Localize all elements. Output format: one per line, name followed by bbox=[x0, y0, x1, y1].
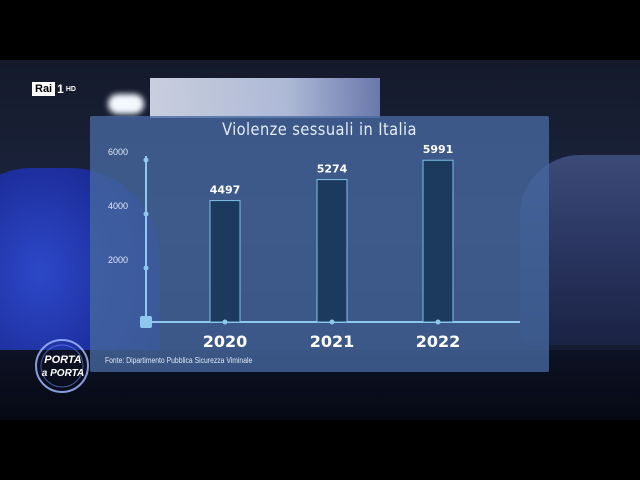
x-tick-label: 2020 bbox=[203, 332, 248, 351]
logo-line1: PORTA bbox=[44, 354, 82, 366]
x-tick-label: 2022 bbox=[416, 332, 461, 351]
channel-number: 1 bbox=[57, 82, 64, 96]
source-note: Fonte: Dipartimento Pubblica Sicurezza V… bbox=[105, 356, 253, 365]
lit-window bbox=[150, 78, 380, 118]
bar-2022 bbox=[422, 159, 454, 323]
bar-chart: 2000 4000 6000 4497 2020 5274 2021 5991 2022 bbox=[108, 143, 520, 351]
x-tick-marker bbox=[435, 319, 441, 325]
street-lamp bbox=[108, 94, 144, 114]
hd-label: HD bbox=[65, 85, 76, 93]
bar-2021 bbox=[316, 179, 348, 323]
data-label: 5991 bbox=[423, 143, 454, 156]
chart-panel: Violenze sessuali in Italia 2000 4000 6000… bbox=[90, 116, 549, 372]
data-label: 5274 bbox=[317, 163, 348, 176]
logo-ring bbox=[35, 339, 89, 393]
bar-2020 bbox=[209, 200, 241, 323]
y-tick-label: 2000 bbox=[108, 255, 128, 265]
data-label: 4497 bbox=[210, 184, 241, 197]
logo-line2: a PORTA bbox=[42, 368, 84, 379]
porta-a-porta-logo: PORTA a PORTA bbox=[35, 339, 89, 393]
chart-title: Violenze sessuali in Italia bbox=[222, 120, 417, 140]
x-tick-label: 2021 bbox=[310, 332, 355, 351]
logo-inner-ring bbox=[40, 344, 84, 388]
rai1-hd-logo: Rai 1 HD bbox=[32, 81, 76, 97]
x-tick-marker bbox=[222, 319, 228, 325]
y-tick-label: 4000 bbox=[108, 201, 128, 211]
axis-origin-marker bbox=[140, 316, 152, 328]
y-tick-marker bbox=[143, 157, 149, 163]
y-tick-marker bbox=[143, 211, 149, 217]
x-tick-marker bbox=[329, 319, 335, 325]
y-tick-label: 6000 bbox=[108, 147, 128, 157]
y-tick-marker bbox=[143, 265, 149, 271]
rai-logo-text: Rai bbox=[32, 82, 56, 96]
